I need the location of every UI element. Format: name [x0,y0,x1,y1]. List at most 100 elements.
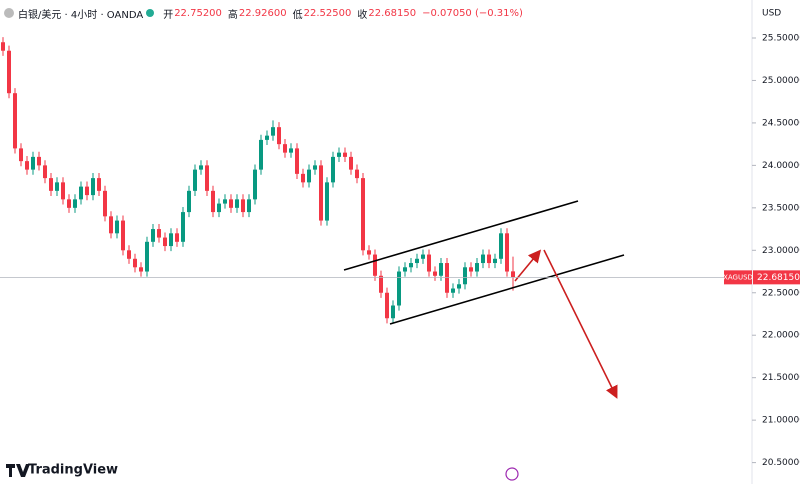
candle-body [277,127,281,145]
candle-body [475,263,479,272]
candle-body [7,50,11,94]
candle-body [481,254,485,264]
candle-body [97,178,101,191]
arrow-up [514,249,542,282]
candle-body [25,161,29,170]
alert-icon[interactable] [505,467,519,481]
open-value: 22.75200 [174,7,222,19]
candle-body [253,169,257,200]
candle-body [169,233,173,247]
y-tick-label: 25.50000 [762,33,800,43]
candle-body [175,233,179,242]
low-label: 低 [292,9,303,21]
high-label: 高 [227,9,238,21]
candle-body [313,165,317,170]
candle-body [373,254,377,276]
close-value: 22.68150 [368,7,417,19]
header: 白银/美元 · 4小时 · OANDA 开 22.75200 高 22.92600 … [4,4,523,22]
symbol-icon [4,8,14,18]
y-tick-label: 23.50000 [762,203,800,213]
candle-body [217,203,221,213]
candle-body [505,233,509,272]
candle-body [139,267,143,272]
candle-body [205,165,209,191]
candle-body [127,250,131,259]
candle-body [469,267,473,272]
candle-body [415,258,419,264]
status-badge [146,9,155,17]
candle-body [151,229,155,242]
candle-body [31,156,35,170]
candle-body [391,305,395,319]
low-value: 22.52500 [303,7,352,19]
open-label: 开 [163,9,174,21]
candle-body [91,178,95,196]
arrow-down [543,249,618,399]
candle-body [289,148,293,153]
candle-body [379,275,383,293]
candle-body [145,241,149,272]
candle-body [433,271,437,276]
logo: TradingView [6,463,118,478]
candle-body [229,199,233,208]
currency[interactable]: USD [762,9,781,19]
candle-body [1,42,5,51]
candle-body [349,156,353,170]
high-value: 22.92600 [238,7,287,19]
candle-body [493,258,497,264]
candle-body [445,263,449,293]
candle-body [211,190,215,213]
candle-body [163,237,167,247]
candle-body [319,165,323,221]
candle-body [241,199,245,213]
candle-body [511,271,515,278]
y-tick-label: 23.00000 [762,246,800,256]
candle-body [409,263,413,268]
candle-body [265,135,269,140]
y-tick-label: 22.50000 [762,288,800,298]
symbol[interactable]: 白银/美元 · 4小时 · OANDA [18,9,144,21]
y-tick-label: 21.00000 [762,416,800,426]
candle-body [181,212,185,242]
candle-body [271,127,275,136]
candle-body [259,139,263,170]
close-label: 收 [357,9,368,21]
y-tick-label: 24.00000 [762,161,800,171]
candle-body [397,271,401,306]
candle-body [121,220,125,251]
candle-body [367,250,371,255]
candle-body [403,267,407,272]
candle-body [223,199,227,204]
candle-body [193,169,197,191]
candle-body [337,152,341,157]
candle-body [157,229,161,238]
candle-body [103,190,107,217]
candle-body [361,178,365,251]
candle-body [79,186,83,200]
candle-body [307,169,311,183]
candle-body [13,93,17,149]
candle-body [199,165,203,170]
brand: TradingView [28,463,118,478]
candle-body [439,263,443,276]
candle-body [457,284,461,289]
y-tick-label: 25.00000 [762,76,800,86]
candle-body [85,186,89,196]
ticker-tag [724,270,752,285]
candle-body [385,292,389,319]
candle-body [427,254,431,272]
candle-body [19,148,23,162]
y-tick-label: 21.50000 [762,373,800,383]
candles [1,37,515,324]
candle-body [187,190,191,213]
candle-body [421,254,425,259]
candle-body [325,182,329,221]
candle-body [283,144,287,153]
candle-body [67,199,71,208]
candle-body [355,169,359,179]
candle-body [451,288,455,293]
candle-body [487,254,491,264]
candle-body [49,178,53,191]
